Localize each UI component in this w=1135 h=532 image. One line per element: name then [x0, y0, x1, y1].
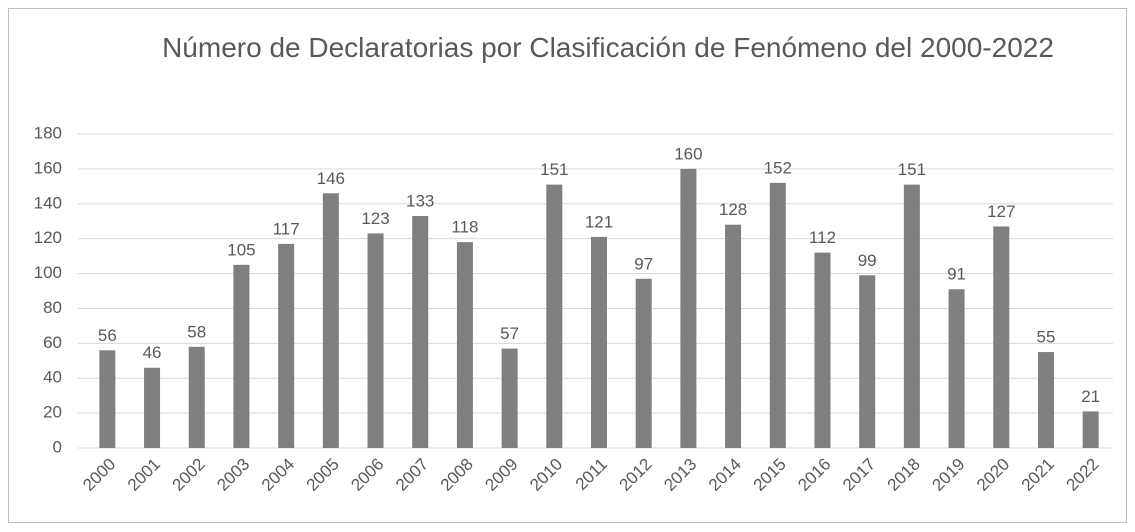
data-label: 133 — [406, 191, 434, 210]
bar — [322, 193, 339, 448]
data-label: 105 — [227, 240, 255, 259]
data-label: 151 — [540, 160, 568, 179]
bar — [814, 252, 831, 448]
bar — [591, 236, 607, 448]
data-label: 58 — [187, 322, 206, 341]
y-tick-label: 120 — [34, 228, 62, 247]
x-tick-label: 2020 — [973, 455, 1013, 495]
bar — [456, 242, 473, 448]
x-tick-label: 2016 — [794, 455, 834, 495]
data-label: 151 — [898, 160, 926, 179]
data-label: 123 — [361, 209, 389, 228]
y-tick-label: 140 — [34, 193, 62, 212]
x-tick-label: 2003 — [213, 455, 253, 495]
data-label: 112 — [809, 228, 836, 247]
data-label: 91 — [947, 265, 966, 284]
x-tick-label: 2011 — [572, 455, 611, 494]
bar — [278, 243, 295, 448]
data-label: 56 — [98, 326, 117, 345]
x-tick-label: 2019 — [928, 455, 968, 495]
chart-border — [8, 8, 1127, 523]
x-tick-label: 2017 — [839, 455, 879, 495]
x-tick-label: 2015 — [750, 455, 790, 495]
data-label: 121 — [585, 212, 613, 231]
x-tick-label: 2022 — [1062, 455, 1102, 495]
x-tick-label: 2004 — [258, 455, 298, 495]
bar — [367, 233, 384, 448]
x-tick-label: 2002 — [169, 455, 209, 495]
data-label: 55 — [1036, 328, 1055, 347]
x-tick-label: 2000 — [79, 455, 119, 495]
y-tick-label: 80 — [43, 298, 62, 317]
data-label: 146 — [317, 169, 345, 188]
bar — [635, 278, 652, 448]
bar — [99, 350, 116, 448]
y-tick-label: 0 — [53, 437, 62, 456]
x-tick-label: 2005 — [303, 455, 343, 495]
x-tick-label: 2001 — [124, 455, 164, 495]
data-label: 128 — [719, 200, 747, 219]
x-tick-label: 2009 — [481, 455, 521, 495]
bar — [993, 226, 1010, 448]
y-tick-label: 180 — [34, 123, 62, 142]
y-tick-label: 100 — [34, 263, 62, 282]
x-tick-label: 2012 — [616, 455, 656, 495]
bar — [233, 264, 250, 448]
data-label: 160 — [674, 144, 702, 163]
bar — [501, 348, 518, 448]
y-tick-label: 160 — [34, 158, 62, 177]
x-tick-label: 2021 — [1018, 455, 1058, 495]
data-label: 117 — [273, 219, 300, 238]
x-tick-label: 2018 — [884, 455, 924, 495]
bar — [859, 275, 876, 448]
bar — [680, 168, 697, 448]
bar — [948, 289, 965, 448]
data-label: 46 — [143, 343, 162, 362]
data-label: 152 — [764, 158, 792, 177]
bar — [1082, 411, 1099, 448]
x-tick-label: 2006 — [347, 455, 387, 495]
x-tick-label: 2014 — [705, 455, 745, 495]
data-label: 127 — [987, 202, 1015, 221]
x-tick-label: 2010 — [526, 455, 566, 495]
y-tick-label: 20 — [43, 403, 62, 422]
x-tick-label: 2007 — [392, 455, 432, 495]
y-tick-label: 40 — [43, 368, 62, 387]
bar — [1037, 352, 1054, 448]
data-label: 57 — [500, 324, 519, 343]
x-tick-label: 2008 — [437, 455, 477, 495]
bar — [903, 184, 920, 449]
bar — [144, 367, 161, 448]
bar — [725, 224, 742, 448]
bar — [188, 346, 205, 448]
chart-title: Número de Declaratorias por Clasificació… — [162, 32, 1054, 63]
data-label: 118 — [451, 218, 478, 237]
data-label: 97 — [634, 254, 653, 273]
bar — [546, 184, 563, 449]
data-label: 99 — [858, 251, 877, 270]
bar — [769, 182, 786, 448]
x-tick-label: 2013 — [660, 455, 700, 495]
y-tick-label: 60 — [43, 333, 62, 352]
data-label: 21 — [1081, 387, 1100, 406]
bar — [412, 215, 429, 448]
